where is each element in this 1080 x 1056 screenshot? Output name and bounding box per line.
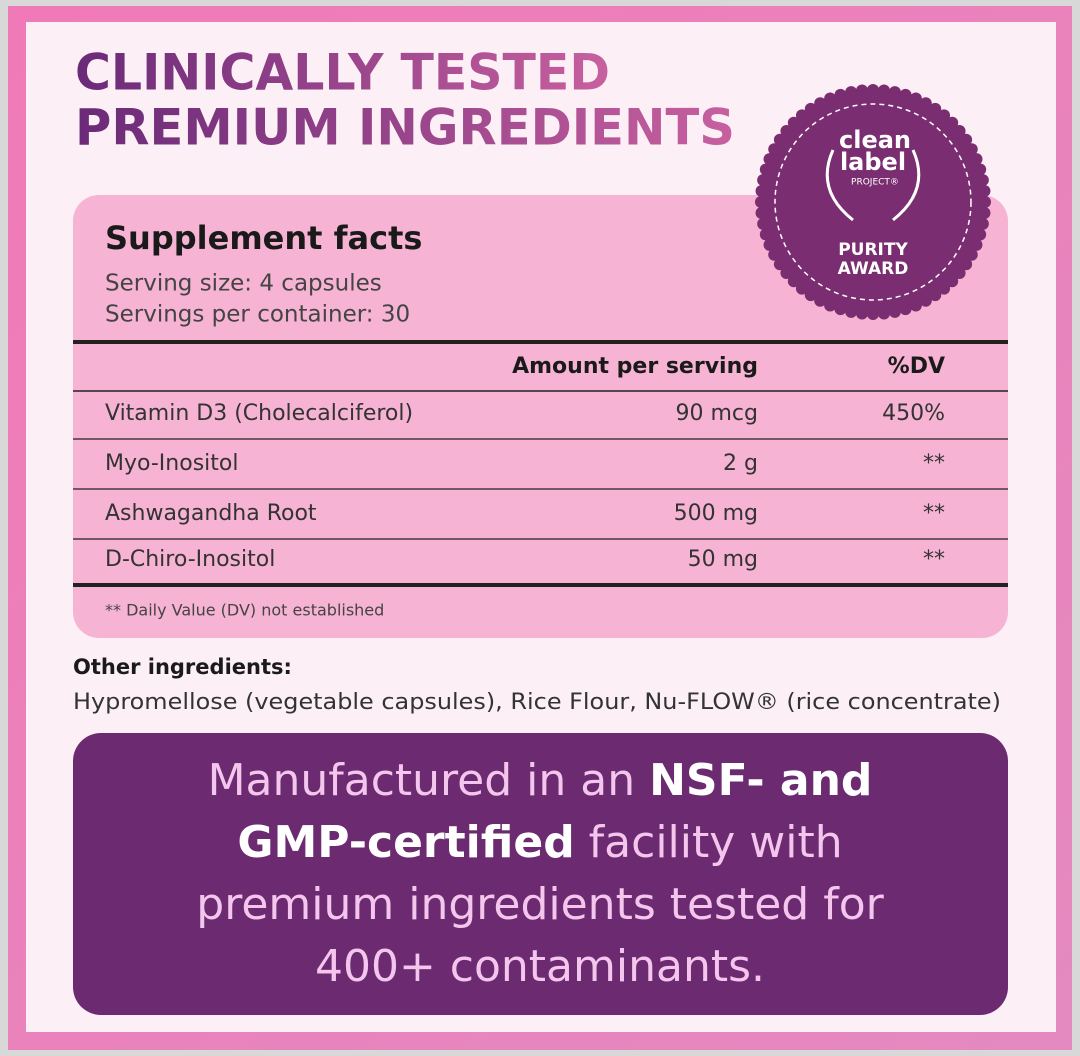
ingredient-dv: 450% xyxy=(882,401,945,426)
ingredient-dv: ** xyxy=(923,451,945,476)
banner xyxy=(73,733,1008,1015)
badge-award: AWARD xyxy=(838,259,909,279)
laurel xyxy=(825,149,921,222)
ingredient-amount: 2 g xyxy=(723,451,758,476)
ingredient-name: D-Chiro-Inositol xyxy=(105,547,275,572)
servings-per-container: Servings per container: 30 xyxy=(105,302,410,328)
banner-segment: NSF- and xyxy=(649,755,872,806)
column-header: %DV xyxy=(888,354,945,379)
badge-disc xyxy=(761,90,985,314)
ingredient-name: Myo-Inositol xyxy=(105,451,238,476)
facts-panel xyxy=(73,195,1008,638)
ingredient-name: Ashwagandha Root xyxy=(105,501,317,526)
badge-ring xyxy=(774,103,972,301)
facts-table: Amount per serving %DV Vitamin D3 (Choleca… xyxy=(73,340,1008,587)
banner-line: Manufactured in an NSF- and xyxy=(208,755,873,806)
serving-size: Serving size: 4 capsules xyxy=(105,271,382,297)
footnote: ** Daily Value (DV) not established xyxy=(105,601,384,620)
ingredient-amount: 90 mcg xyxy=(676,401,758,426)
title: CLINICALLY TESTED xyxy=(75,44,610,102)
other-ingredients-label: Other ingredients: xyxy=(73,655,292,679)
banner-segment: Manufactured in an xyxy=(208,755,650,806)
badge-text: PROJECT® xyxy=(851,178,899,188)
other-ingredients-text: Hypromellose (vegetable capsules), Rice … xyxy=(73,690,1001,715)
badge: clean label PROJECT® PURITY AWARD xyxy=(755,84,991,320)
title: PREMIUM INGREDIENTS xyxy=(75,99,735,157)
banner-segment: facility with xyxy=(575,817,843,868)
ingredient-name: Vitamin D3 (Cholecalciferol) xyxy=(105,401,413,426)
banner-segment: GMP-certified xyxy=(237,817,574,868)
banner-line: 400+ contaminants. xyxy=(315,941,765,992)
ingredient-dv: ** xyxy=(923,501,945,526)
badge-text: label xyxy=(840,148,906,176)
ingredient-amount: 50 mg xyxy=(688,547,758,572)
ingredient-amount: 500 mg xyxy=(674,501,758,526)
banner-text: Manufactured in an NSF- and GMP-certified… xyxy=(196,755,884,992)
badge-award: PURITY xyxy=(838,240,908,260)
banner-line: GMP-certified facility with xyxy=(237,817,842,868)
banner-line: premium ingredients tested for xyxy=(196,879,884,930)
banner-segment: premium ingredients tested for xyxy=(196,879,884,930)
facts-title: Supplement facts xyxy=(105,219,422,257)
badge-text: clean xyxy=(839,126,911,154)
banner-segment: 400+ contaminants. xyxy=(315,941,765,992)
column-header: Amount per serving xyxy=(512,354,758,379)
ingredient-dv: ** xyxy=(923,547,945,572)
